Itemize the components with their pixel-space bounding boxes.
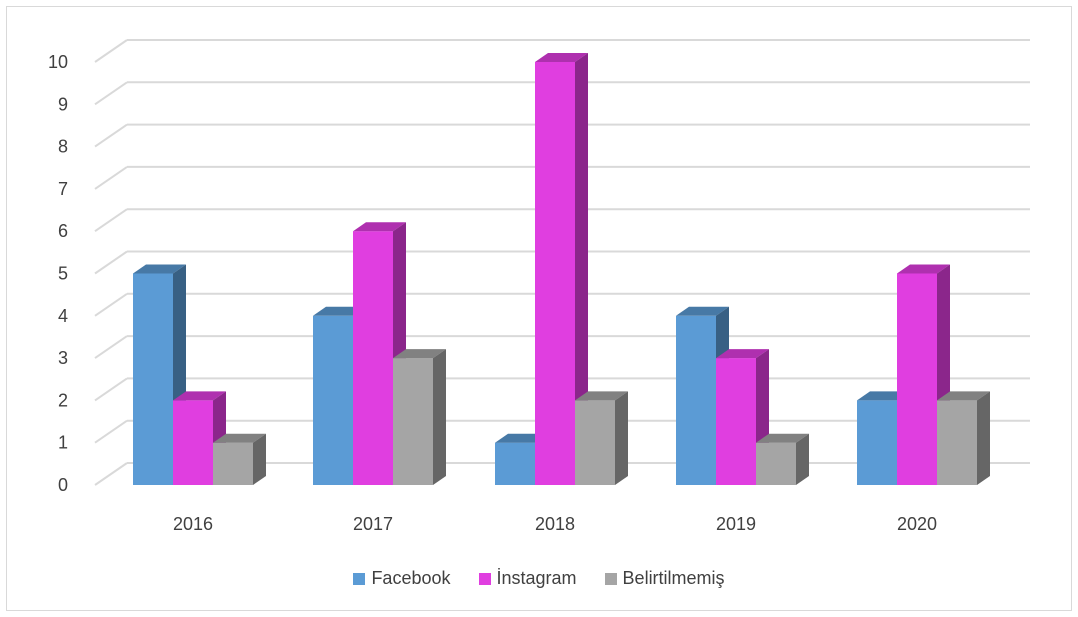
bar-front-İnstagram-2019 [716,358,756,485]
x-tick-label-2018: 2018 [535,514,575,534]
bar-front-İnstagram-2018 [535,62,575,485]
x-tick-label-2019: 2019 [716,514,756,534]
gridline-slant-2 [94,377,128,402]
legend-swatch-instagram [478,572,491,585]
bar-Belirtilmemiş-2016 [213,433,266,485]
bar-top-Facebook-2019 [676,306,729,316]
bar-front-Belirtilmemiş-2018 [575,400,615,485]
x-tick-label-2020: 2020 [897,514,937,534]
bar-top-Belirtilmemiş-2018 [575,391,628,401]
x-axis-labels: 2016 2017 2018 2019 2020 [173,514,937,534]
bar-front-Facebook-2020 [857,400,897,485]
y-axis-ticks: 0 1 2 3 4 5 6 7 8 9 10 [48,52,68,495]
bar-side-Belirtilmemiş-2018 [615,391,628,485]
bar-top-Belirtilmemiş-2017 [393,349,446,359]
bar-Belirtilmemiş-2019 [756,433,809,485]
bar-top-Facebook-2018 [495,433,548,443]
bar-Belirtilmemiş-2017 [393,349,446,485]
gridline-slant-10 [94,39,128,63]
gridline-slant-9 [94,81,128,106]
bar-Belirtilmemiş-2018 [575,391,628,485]
bar-side-Belirtilmemiş-2016 [253,433,266,485]
bar-top-Facebook-2017 [313,306,366,316]
bar-top-Belirtilmemiş-2020 [937,391,990,401]
bar-front-Facebook-2019 [676,315,716,485]
legend-swatch-facebook [353,572,366,585]
legend-item-belirtilmemis: Belirtilmemiş [604,568,725,589]
gridline-slant-0 [94,462,128,486]
bar-top-İnstagram-2016 [173,391,226,401]
gridline-slant-8 [94,123,128,148]
bar-top-Belirtilmemiş-2016 [213,433,266,443]
y-tick-label-9: 9 [58,94,68,114]
bar-side-Belirtilmemiş-2020 [977,391,990,485]
legend: Facebook İnstagram Belirtilmemiş [0,568,1078,589]
bar-top-İnstagram-2017 [353,222,406,232]
y-tick-label-10: 10 [48,52,68,72]
y-tick-label-1: 1 [58,433,68,453]
legend-label-belirtilmemis: Belirtilmemiş [622,568,725,588]
y-tick-label-3: 3 [58,348,68,368]
bar-front-Facebook-2016 [133,273,173,485]
bar-top-İnstagram-2019 [716,349,769,359]
bar-front-Belirtilmemiş-2016 [213,442,253,485]
gridline-slant-6 [94,208,128,233]
y-tick-label-5: 5 [58,264,68,284]
bar-front-İnstagram-2016 [173,400,213,485]
bar-front-Facebook-2018 [495,442,535,485]
bars [133,53,990,485]
bar-side-Belirtilmemiş-2017 [433,349,446,485]
bar-top-Facebook-2020 [857,391,910,401]
gridline-slant-7 [94,166,128,190]
bar-front-Facebook-2017 [313,315,353,485]
bar-top-İnstagram-2018 [535,53,588,62]
bar-İnstagram-2018 [535,53,588,485]
gridline-slant-5 [94,250,128,275]
bar-top-Belirtilmemiş-2019 [756,433,809,443]
legend-swatch-belirtilmemis [604,572,617,585]
legend-label-instagram: İnstagram [496,568,577,588]
bar-front-İnstagram-2020 [897,273,937,485]
legend-item-facebook: Facebook [353,568,451,589]
bar-front-Belirtilmemiş-2019 [756,442,796,485]
y-tick-label-8: 8 [58,137,68,157]
bar-top-Facebook-2016 [133,264,186,274]
x-tick-label-2016: 2016 [173,514,213,534]
y-tick-label-7: 7 [58,179,68,199]
legend-label-facebook: Facebook [371,568,451,588]
bar-side-Belirtilmemiş-2019 [796,433,809,485]
bar-Belirtilmemiş-2020 [937,391,990,485]
y-tick-label-4: 4 [58,306,68,326]
y-tick-label-2: 2 [58,390,68,410]
legend-item-instagram: İnstagram [478,568,577,589]
y-tick-label-6: 6 [58,221,68,241]
bar-front-Belirtilmemiş-2020 [937,400,977,485]
bar-front-Belirtilmemiş-2017 [393,358,433,485]
gridline-slant-4 [94,292,128,317]
bar-top-İnstagram-2020 [897,264,950,274]
gridline-slant-3 [94,335,128,359]
x-tick-label-2017: 2017 [353,514,393,534]
gridline-slant-1 [94,419,128,444]
bar-front-İnstagram-2017 [353,231,393,485]
bar-side-İnstagram-2018 [575,53,588,485]
y-tick-label-0: 0 [58,475,68,495]
